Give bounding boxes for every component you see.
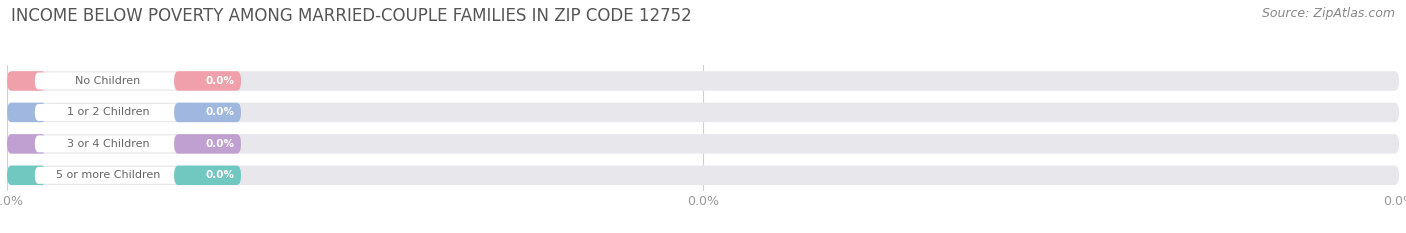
Text: 0.0%: 0.0% bbox=[205, 107, 235, 117]
Text: 0.0%: 0.0% bbox=[205, 76, 235, 86]
Text: 5 or more Children: 5 or more Children bbox=[56, 170, 160, 180]
FancyBboxPatch shape bbox=[35, 135, 236, 152]
Text: Source: ZipAtlas.com: Source: ZipAtlas.com bbox=[1261, 7, 1395, 20]
FancyBboxPatch shape bbox=[174, 103, 240, 122]
FancyBboxPatch shape bbox=[35, 72, 236, 89]
FancyBboxPatch shape bbox=[174, 71, 240, 91]
FancyBboxPatch shape bbox=[35, 167, 236, 184]
FancyBboxPatch shape bbox=[7, 71, 1399, 91]
Text: 0.0%: 0.0% bbox=[205, 170, 235, 180]
FancyBboxPatch shape bbox=[174, 134, 240, 154]
FancyBboxPatch shape bbox=[7, 166, 46, 185]
Text: 0.0%: 0.0% bbox=[205, 139, 235, 149]
FancyBboxPatch shape bbox=[174, 166, 240, 185]
FancyBboxPatch shape bbox=[7, 134, 1399, 154]
FancyBboxPatch shape bbox=[7, 166, 1399, 185]
FancyBboxPatch shape bbox=[7, 134, 46, 154]
Text: 3 or 4 Children: 3 or 4 Children bbox=[66, 139, 149, 149]
Text: 1 or 2 Children: 1 or 2 Children bbox=[66, 107, 149, 117]
FancyBboxPatch shape bbox=[7, 71, 46, 91]
FancyBboxPatch shape bbox=[35, 104, 236, 121]
Text: No Children: No Children bbox=[76, 76, 141, 86]
Text: INCOME BELOW POVERTY AMONG MARRIED-COUPLE FAMILIES IN ZIP CODE 12752: INCOME BELOW POVERTY AMONG MARRIED-COUPL… bbox=[11, 7, 692, 25]
FancyBboxPatch shape bbox=[7, 103, 46, 122]
FancyBboxPatch shape bbox=[7, 103, 1399, 122]
